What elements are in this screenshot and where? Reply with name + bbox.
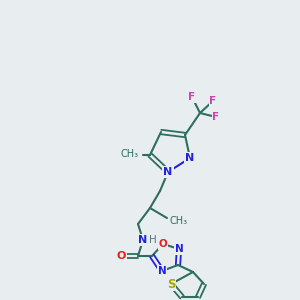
Text: O: O [159, 239, 167, 249]
Text: F: F [188, 92, 196, 102]
Text: N: N [175, 244, 183, 254]
Text: N: N [185, 153, 195, 163]
Text: CH₃: CH₃ [170, 216, 188, 226]
Text: N: N [158, 266, 166, 276]
Text: S: S [167, 278, 175, 290]
Text: F: F [209, 96, 217, 106]
Text: CH₃: CH₃ [121, 149, 139, 159]
Text: N: N [164, 167, 172, 177]
Text: N: N [138, 235, 148, 245]
Text: O: O [116, 251, 126, 261]
Text: F: F [212, 112, 220, 122]
Text: H: H [149, 235, 157, 245]
